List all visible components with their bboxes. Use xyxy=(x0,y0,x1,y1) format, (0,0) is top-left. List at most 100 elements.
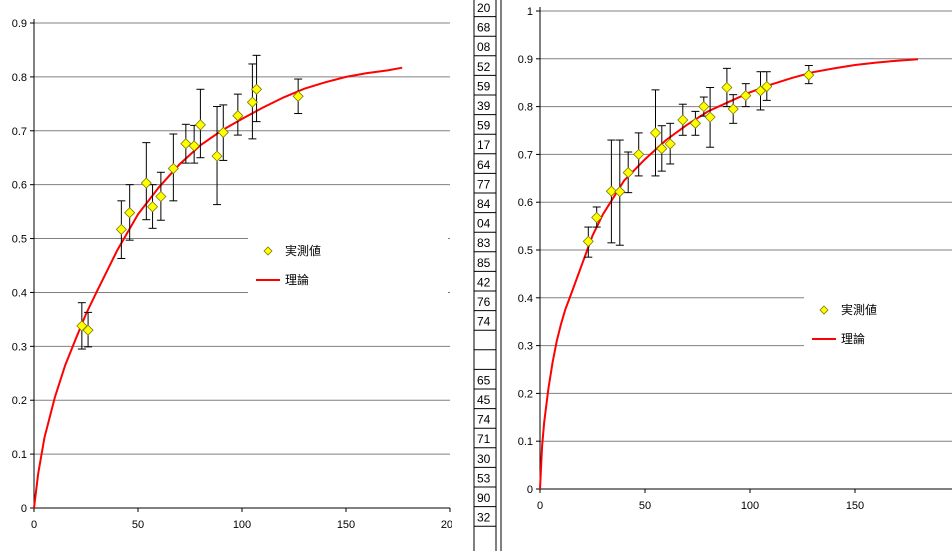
data-point xyxy=(146,201,159,213)
sheet-cell: 32 xyxy=(477,511,491,525)
x-tick-label: 100 xyxy=(233,519,251,531)
legend-marker-measured xyxy=(819,305,829,315)
legend-label-theory: 理論 xyxy=(285,272,309,287)
legend-marker-measured xyxy=(263,246,273,256)
y-tick-label: 0.2 xyxy=(518,388,533,400)
x-tick-label: 50 xyxy=(132,519,144,531)
sheet-cell: 74 xyxy=(477,413,491,427)
sheet-cell: 77 xyxy=(477,177,491,191)
y-tick-label: 0.1 xyxy=(12,449,27,461)
y-tick-label: 0.4 xyxy=(518,293,533,305)
data-point xyxy=(754,85,767,97)
x-tick-label: 0 xyxy=(537,500,543,512)
y-tick-label: 0.5 xyxy=(518,245,533,257)
y-tick-label: 0.8 xyxy=(518,102,533,114)
data-point xyxy=(740,90,752,102)
y-tick-label: 1 xyxy=(527,6,533,18)
data-point xyxy=(649,127,662,139)
data-point xyxy=(664,138,676,150)
data-point xyxy=(217,126,229,138)
sheet-cell: 08 xyxy=(477,40,491,54)
data-point xyxy=(82,324,94,336)
data-point xyxy=(140,177,152,189)
data-point xyxy=(124,207,136,219)
data-point xyxy=(727,103,739,115)
sheet-cell: 85 xyxy=(477,256,491,270)
sheet-cell: 53 xyxy=(477,471,491,485)
sheet-cell: 71 xyxy=(477,432,491,446)
y-tick-label: 0.3 xyxy=(518,341,533,353)
y-tick-label: 0.8 xyxy=(12,72,27,84)
data-point xyxy=(211,150,223,162)
y-tick-label: 0.2 xyxy=(12,395,27,407)
data-point xyxy=(614,186,626,198)
x-tick-label: 150 xyxy=(337,519,355,531)
legend-label-measured: 実測値 xyxy=(285,243,321,258)
sheet-cell: 52 xyxy=(477,60,491,74)
data-point xyxy=(582,235,594,247)
sheet-cell: 17 xyxy=(477,138,491,152)
sheet-cell: 20 xyxy=(477,1,491,15)
legend-label-theory: 理論 xyxy=(841,331,865,346)
y-tick-label: 0.4 xyxy=(12,287,27,299)
spreadsheet-cell-column: 20 68 08 52 59 39 59 17 64 77 84 04 83 85 42 76 74 65 45 74… xyxy=(452,0,502,551)
x-tick-label: 100 xyxy=(741,500,759,512)
x-tick-label: 150 xyxy=(846,500,864,512)
sheet-cell: 59 xyxy=(477,119,491,133)
y-tick-label: 0.1 xyxy=(518,436,533,448)
y-tick-label: 0.3 xyxy=(12,341,27,353)
y-tick-label: 0.7 xyxy=(518,149,533,161)
data-point xyxy=(194,119,206,131)
data-point xyxy=(761,80,773,93)
sheet-cell: 65 xyxy=(477,373,491,387)
sheet-cell: 45 xyxy=(477,393,491,407)
legend-box xyxy=(248,238,448,295)
sheet-gap xyxy=(452,0,474,551)
data-point xyxy=(704,111,716,123)
data-point xyxy=(698,101,710,113)
data-point xyxy=(188,140,200,152)
data-point xyxy=(591,211,603,224)
data-point xyxy=(721,81,733,94)
data-point xyxy=(155,190,167,203)
data-point xyxy=(622,166,634,179)
y-tick-label: 0.6 xyxy=(12,180,27,192)
sheet-cell: 83 xyxy=(477,236,491,250)
sheet-cell: 84 xyxy=(477,197,491,211)
data-point xyxy=(246,96,258,108)
y-tick-label: 0.7 xyxy=(12,126,27,138)
data-point xyxy=(292,90,304,102)
chart-right[interactable]: 0 0.1 0.2 0.3 0.4 0.5 0.6 0.7 0.8 0.9 1 0 50 100 150 実測… xyxy=(518,6,952,512)
y-tick-label: 0.9 xyxy=(12,18,27,30)
sheet-cell: 42 xyxy=(477,275,491,289)
data-point xyxy=(633,148,645,160)
data-point xyxy=(180,138,192,150)
data-point xyxy=(167,162,179,175)
sheet-cell: 64 xyxy=(477,158,491,172)
sheet-cell: 76 xyxy=(477,295,491,309)
theory-curve xyxy=(539,58,919,490)
sheet-cell: 30 xyxy=(477,452,491,466)
data-point xyxy=(232,110,244,122)
sheet-cell: 74 xyxy=(477,315,491,329)
sheet-cell: 68 xyxy=(477,21,491,35)
y-tick-label: 0 xyxy=(21,503,27,515)
legend-label-measured: 実測値 xyxy=(841,302,877,317)
sheet-cell: 04 xyxy=(477,217,491,231)
x-tick-label: 0 xyxy=(31,519,37,531)
y-tick-label: 0.6 xyxy=(518,197,533,209)
data-point xyxy=(677,114,689,126)
data-point xyxy=(605,185,617,197)
chart-left[interactable]: 00.10.20.30.40.50.60.70.80.90 50 100 150 200… xyxy=(12,18,459,531)
y-tick-label: 0.9 xyxy=(518,54,533,66)
theory-curve xyxy=(33,66,403,509)
data-point xyxy=(250,83,263,95)
legend-box xyxy=(804,297,952,354)
data-point xyxy=(689,117,701,129)
y-tick-label: 0 xyxy=(527,484,533,496)
y-tick-label: 0.5 xyxy=(12,234,27,246)
sheet-cell: 90 xyxy=(477,491,491,505)
data-point xyxy=(115,223,127,235)
data-point xyxy=(656,143,668,155)
